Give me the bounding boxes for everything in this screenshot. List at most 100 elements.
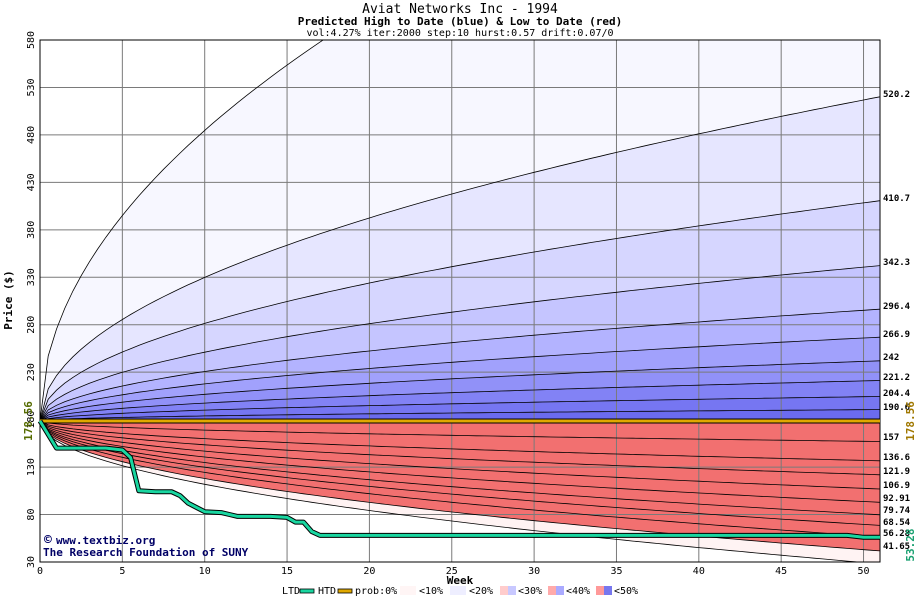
high-band-end-label-8: 190.6 [883, 403, 910, 413]
high-band-end-label-6: 221.2 [883, 373, 910, 383]
legend-swatch-6 [596, 586, 604, 595]
low-band-end-label-1: 136.6 [883, 453, 910, 463]
band-line-4 [40, 308, 880, 422]
y-tick-label-0: 30 [26, 556, 37, 568]
band-line-3 [40, 265, 880, 422]
legend-ltd-swatch [299, 588, 315, 594]
band-line-10 [40, 420, 863, 562]
y-tick-label-11: 580 [26, 31, 37, 49]
x-tick-label-6: 30 [528, 566, 540, 577]
band-line-5 [40, 336, 880, 422]
chart-title: Aviat Networks Inc - 1994 [362, 2, 558, 17]
legend-swatch-5 [556, 586, 564, 595]
y-tick-labels: 30 80 130 180 230 280 330 380 430 480 530 580 [26, 31, 37, 568]
high-band-end-label-5: 242 [883, 353, 899, 363]
low-band-9 [40, 421, 880, 551]
low-band-end-label-5: 79.74 [883, 506, 911, 516]
legend-prob-label: prob:0% [355, 586, 397, 597]
y-tick-label-2: 130 [26, 458, 37, 476]
high-band-end-label-1: 410.7 [883, 194, 910, 204]
y-tick-label-10: 530 [26, 78, 37, 96]
x-tick-label-10: 50 [858, 566, 870, 577]
band-line-9 [40, 409, 880, 422]
band-line-14 [40, 420, 880, 490]
y-tick-label-9: 480 [26, 126, 37, 144]
band-line-8 [40, 396, 880, 422]
y-tick-label-3: 180 [26, 411, 37, 429]
legend-bucket-30: <30% [518, 586, 542, 597]
low-band-end-label-0: 157 [883, 433, 899, 443]
band-line-0 [40, 40, 324, 422]
x-tick-label-8: 40 [693, 566, 705, 577]
y-tick-label-1: 80 [26, 509, 37, 521]
band-line-1 [40, 96, 880, 422]
high-band-9 [40, 409, 880, 421]
watermark-url: www.textbiz.org [56, 534, 155, 547]
legend-htd-swatch [337, 588, 353, 594]
x-tick-label-1: 5 [119, 566, 125, 577]
x-axis-label: Week [447, 574, 474, 587]
low-band-end-label-3: 106.9 [883, 481, 910, 491]
high-band-end-label-2: 342.3 [883, 258, 910, 268]
x-tick-label-4: 20 [363, 566, 375, 577]
legend-bucket-20: <20% [469, 586, 493, 597]
x-tick-label-2: 10 [199, 566, 211, 577]
start-price-label: 178.56 [22, 401, 35, 441]
x-tick-label-9: 45 [775, 566, 787, 577]
band-line-11 [40, 420, 880, 442]
legend-swatch-2 [500, 586, 508, 595]
legend-swatch-7 [604, 586, 612, 595]
legend-swatch-3 [508, 586, 516, 595]
x-tick-label-7: 35 [610, 566, 622, 577]
legend-swatch-4 [548, 586, 556, 595]
high-band-end-label-3: 296.4 [883, 302, 911, 312]
y-tick-label-4: 230 [26, 363, 37, 381]
legend-bucket-10: <10% [419, 586, 443, 597]
legend-bucket-50: <50% [614, 586, 638, 597]
band-end-labels: 520.2 410.7 342.3 296.4 266.9 242 221.2 204.4 19… [883, 90, 911, 552]
x-tick-label-0: 0 [37, 566, 43, 577]
watermark: © www.textbiz.org The Research Foundatio… [43, 533, 249, 559]
band-boundaries [40, 40, 880, 562]
legend-ltd-label: LTD [282, 586, 300, 597]
legend-swatch-0 [400, 586, 416, 595]
copyright-symbol: © [44, 533, 52, 548]
legend-swatch-1 [450, 586, 466, 595]
low-band-end-label-8: 41.65 [883, 542, 910, 552]
gridlines [40, 40, 880, 562]
band-line-6 [40, 360, 880, 422]
band-line-19 [40, 420, 880, 552]
band-line-17 [40, 420, 880, 526]
legend-htd-label: HTD [318, 586, 336, 597]
low-band-end-label-2: 121.9 [883, 467, 910, 477]
series [37, 418, 880, 540]
y-tick-label-5: 280 [26, 316, 37, 334]
y-tick-label-7: 380 [26, 221, 37, 239]
high-band-end-label-7: 204.4 [883, 389, 911, 399]
low-band-end-label-6: 68.54 [883, 518, 911, 528]
y-axis-label: Price ($) [2, 270, 15, 330]
band-line-13 [40, 420, 880, 476]
band-line-16 [40, 420, 880, 516]
x-tick-label-5: 25 [446, 566, 458, 577]
low-band-end-label-7: 56.28 [883, 529, 910, 539]
band-line-2 [40, 200, 880, 422]
y-tick-label-8: 430 [26, 173, 37, 191]
high-band-end-label-0: 520.2 [883, 90, 910, 100]
low-band-end-label-4: 92.91 [883, 494, 910, 504]
band-line-7 [40, 380, 880, 422]
y-tick-label-6: 330 [26, 268, 37, 286]
band-line-12 [40, 420, 880, 462]
high-band-end-label-4: 266.9 [883, 330, 910, 340]
plot-frame [39, 39, 881, 563]
ltd-line [38, 420, 880, 539]
ltd-final-label: 53.28 [904, 528, 917, 561]
legend: LTD HTD prob:0% <10% <20% <30% <40% <50% [282, 586, 638, 597]
band-line-18 [40, 420, 880, 538]
right-price-label: 178.56 [904, 401, 917, 441]
legend-bucket-40: <40% [566, 586, 590, 597]
band-line-15 [40, 420, 880, 503]
watermark-org: The Research Foundation of SUNY [43, 546, 249, 559]
x-tick-labels: 0 5 10 15 20 25 30 35 40 45 50 [37, 566, 870, 577]
